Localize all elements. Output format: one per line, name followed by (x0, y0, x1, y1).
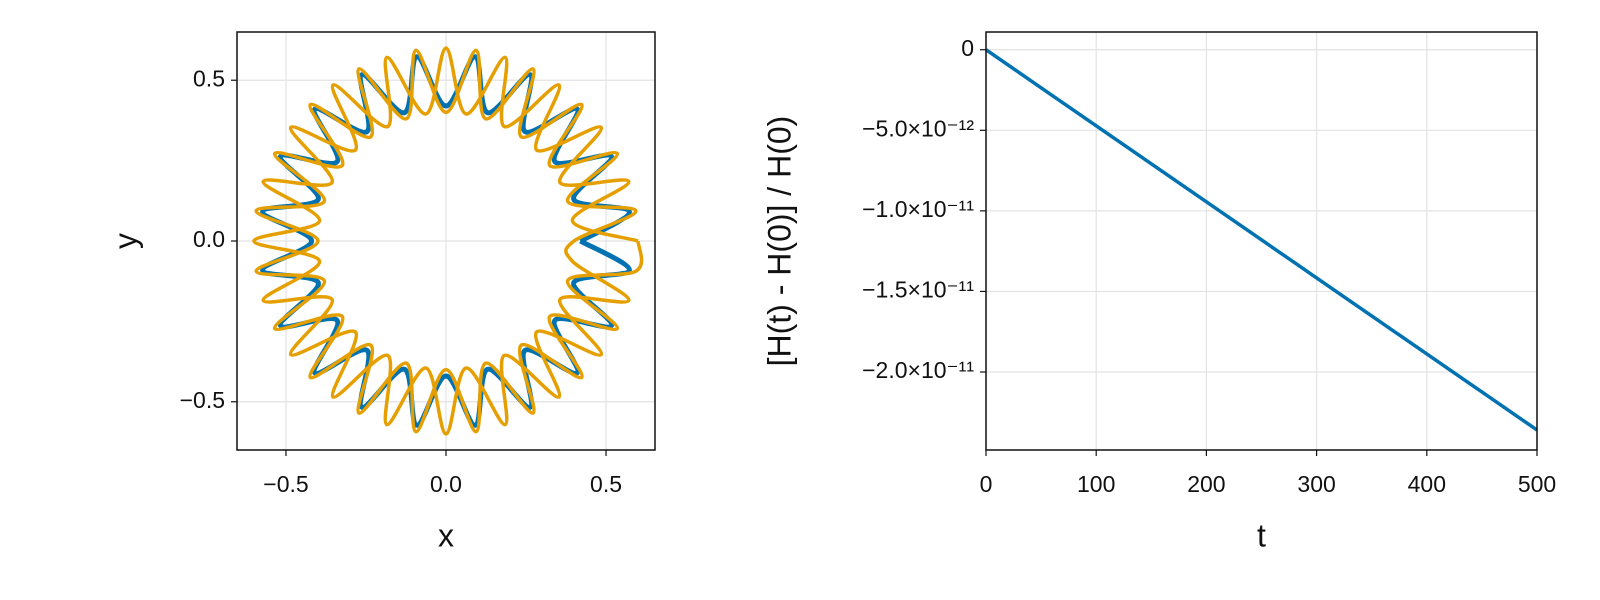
y-tick-label: 0 (961, 35, 974, 61)
y-tick-label: −1.5×10⁻¹¹ (862, 277, 974, 303)
data-line (986, 48, 1537, 432)
x-tick-label: 500 (1518, 471, 1556, 497)
x-tick-label: 200 (1187, 471, 1225, 497)
axes-frame (985, 31, 1538, 451)
y-tick-label: −1.0×10⁻¹¹ (862, 196, 974, 222)
y-tick-label: 0.0 (193, 226, 225, 252)
x-axis-label: x (438, 517, 454, 553)
plot-area (252, 46, 644, 436)
y-tick-label: 0.5 (193, 65, 225, 91)
x-tick-label: −0.5 (263, 471, 308, 497)
y-tick-label: −2.0×10⁻¹¹ (862, 357, 974, 383)
axes-frame (236, 31, 656, 451)
x-tick-label: 0.5 (590, 471, 622, 497)
x-tick-label: 100 (1077, 471, 1115, 497)
y-axis-label: [H(t) - H(0)] / H(0) (761, 116, 797, 367)
x-tick-label: 0.0 (430, 471, 462, 497)
x-axis-label: t (1257, 517, 1266, 553)
x-tick-label: 300 (1297, 471, 1335, 497)
plot-area (986, 48, 1537, 432)
y-tick-label: −0.5 (180, 387, 225, 413)
y-tick-label: −5.0×10⁻¹² (862, 115, 974, 141)
x-tick-label: 0 (980, 471, 993, 497)
data-line (252, 46, 644, 436)
y-axis-label: y (107, 233, 143, 249)
x-tick-label: 400 (1408, 471, 1446, 497)
